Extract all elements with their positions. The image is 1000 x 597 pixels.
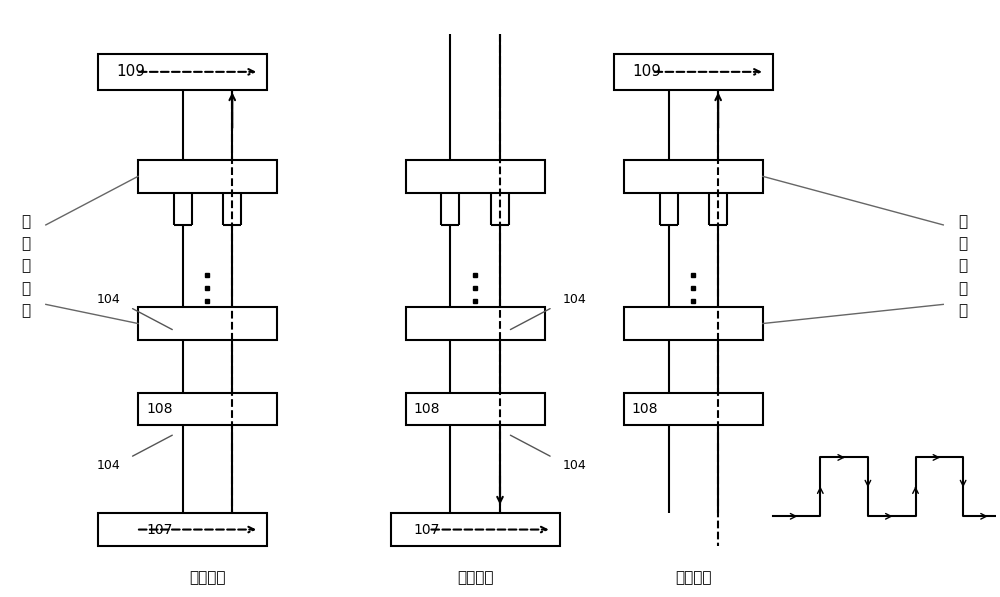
Text: 109: 109 (632, 64, 661, 79)
Text: 104: 104 (96, 458, 120, 472)
FancyBboxPatch shape (406, 393, 545, 425)
Text: 108: 108 (632, 402, 658, 416)
FancyBboxPatch shape (624, 160, 763, 193)
Text: 109: 109 (116, 64, 145, 79)
Text: 104: 104 (96, 293, 120, 306)
Text: 108: 108 (146, 402, 172, 416)
FancyBboxPatch shape (138, 160, 277, 193)
Text: 107: 107 (146, 522, 172, 537)
FancyBboxPatch shape (624, 307, 763, 340)
Text: 第一单元: 第一单元 (189, 571, 226, 586)
Text: 108: 108 (414, 402, 440, 416)
FancyBboxPatch shape (614, 54, 773, 90)
Text: 中
间
金
属
层: 中 间 金 属 层 (959, 214, 968, 318)
Text: 104: 104 (562, 458, 586, 472)
FancyBboxPatch shape (138, 393, 277, 425)
FancyBboxPatch shape (138, 307, 277, 340)
Text: 107: 107 (414, 522, 440, 537)
Text: 第二单元: 第二单元 (457, 571, 493, 586)
FancyBboxPatch shape (624, 393, 763, 425)
Text: 104: 104 (562, 293, 586, 306)
FancyBboxPatch shape (98, 54, 267, 90)
FancyBboxPatch shape (406, 307, 545, 340)
FancyBboxPatch shape (391, 513, 560, 546)
FancyBboxPatch shape (406, 160, 545, 193)
Text: 中
间
金
属
层: 中 间 金 属 层 (21, 214, 31, 318)
Text: 第三单元: 第三单元 (675, 571, 712, 586)
FancyBboxPatch shape (98, 513, 267, 546)
